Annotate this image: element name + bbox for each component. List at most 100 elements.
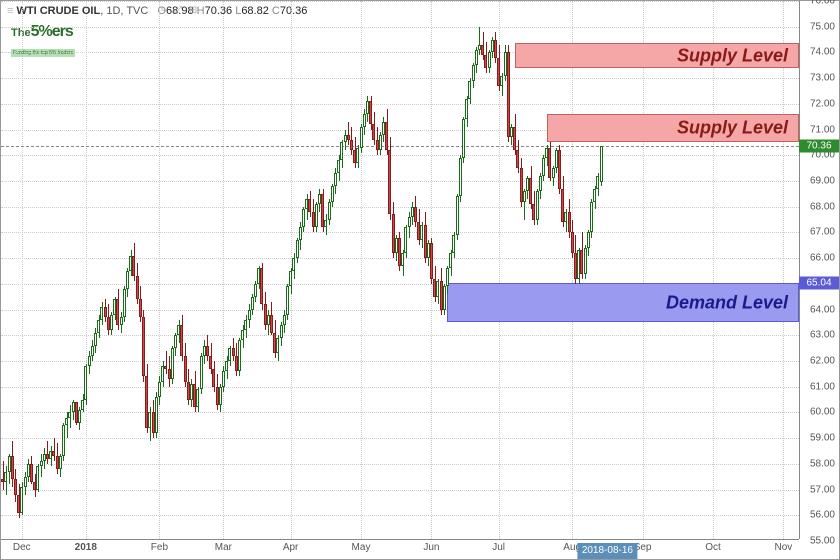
candle-body[interactable] bbox=[302, 209, 305, 227]
candle-body[interactable] bbox=[475, 50, 478, 65]
candle-body[interactable] bbox=[184, 356, 187, 382]
candle-body[interactable] bbox=[136, 276, 139, 299]
candle-body[interactable] bbox=[465, 99, 468, 120]
candle-body[interactable] bbox=[59, 456, 62, 469]
candle-body[interactable] bbox=[296, 240, 299, 258]
candle-body[interactable] bbox=[110, 315, 113, 330]
candle-body[interactable] bbox=[88, 356, 91, 366]
candle-body[interactable] bbox=[232, 348, 235, 356]
candle-body[interactable] bbox=[120, 317, 123, 325]
candle-body[interactable] bbox=[104, 307, 107, 317]
candle-body[interactable] bbox=[209, 356, 212, 369]
x-axis[interactable]: Dec2018FebMarAprMayJunJulAugSepOctNov201… bbox=[1, 539, 799, 559]
candle-body[interactable] bbox=[449, 253, 452, 268]
candle-body[interactable] bbox=[139, 299, 142, 317]
candle-body[interactable] bbox=[91, 346, 94, 356]
candle-body[interactable] bbox=[286, 286, 289, 314]
candle-body[interactable] bbox=[94, 333, 97, 346]
candle-body[interactable] bbox=[584, 248, 587, 274]
candle-body[interactable] bbox=[174, 335, 177, 348]
candle-body[interactable] bbox=[155, 397, 158, 433]
candle-body[interactable] bbox=[62, 425, 65, 456]
candle-body[interactable] bbox=[248, 310, 251, 320]
candle-body[interactable] bbox=[219, 387, 222, 405]
candle-body[interactable] bbox=[171, 348, 174, 379]
candle-body[interactable] bbox=[328, 202, 331, 220]
candle-body[interactable] bbox=[372, 124, 375, 139]
candle-body[interactable] bbox=[500, 76, 503, 86]
candle-body[interactable] bbox=[337, 160, 340, 173]
candle-body[interactable] bbox=[196, 389, 199, 407]
candle-body[interactable] bbox=[254, 284, 257, 297]
candle-body[interactable] bbox=[68, 412, 71, 417]
candle-body[interactable] bbox=[513, 127, 516, 150]
candle-body[interactable] bbox=[126, 271, 129, 289]
candle-body[interactable] bbox=[81, 400, 84, 410]
candle-body[interactable] bbox=[481, 45, 484, 55]
candle-body[interactable] bbox=[30, 464, 33, 482]
candle-body[interactable] bbox=[452, 235, 455, 253]
candle-body[interactable] bbox=[97, 320, 100, 333]
candle-body[interactable] bbox=[225, 361, 228, 371]
candle-body[interactable] bbox=[212, 369, 215, 387]
candle-body[interactable] bbox=[324, 220, 327, 228]
candle-body[interactable] bbox=[206, 346, 209, 356]
candle-body[interactable] bbox=[24, 477, 27, 487]
candle-body[interactable] bbox=[430, 243, 433, 279]
candle-body[interactable] bbox=[123, 289, 126, 317]
price-zone[interactable]: Demand Level bbox=[447, 283, 799, 323]
candle-body[interactable] bbox=[590, 202, 593, 233]
candle-body[interactable] bbox=[593, 189, 596, 202]
candle-body[interactable] bbox=[292, 258, 295, 271]
candle-body[interactable] bbox=[552, 168, 555, 178]
candle-body[interactable] bbox=[334, 173, 337, 186]
candle-body[interactable] bbox=[36, 466, 39, 489]
candle-body[interactable] bbox=[289, 271, 292, 286]
candle-body[interactable] bbox=[244, 320, 247, 330]
candle-body[interactable] bbox=[280, 325, 283, 338]
candle-body[interactable] bbox=[404, 227, 407, 253]
candle-body[interactable] bbox=[132, 256, 135, 277]
candle-body[interactable] bbox=[488, 52, 491, 67]
candle-body[interactable] bbox=[568, 212, 571, 233]
price-zone[interactable]: Supply Level bbox=[515, 43, 799, 67]
candle-body[interactable] bbox=[494, 40, 497, 58]
candle-body[interactable] bbox=[369, 101, 372, 124]
candle-body[interactable] bbox=[331, 186, 334, 201]
candle-body[interactable] bbox=[363, 114, 366, 127]
candle-body[interactable] bbox=[388, 150, 391, 214]
candle-body[interactable] bbox=[180, 325, 183, 356]
candle-body[interactable] bbox=[142, 317, 145, 376]
candle-body[interactable] bbox=[516, 150, 519, 168]
candle-body[interactable] bbox=[587, 232, 590, 247]
candle-body[interactable] bbox=[385, 122, 388, 150]
candle-body[interactable] bbox=[241, 330, 244, 340]
candle-body[interactable] bbox=[11, 456, 14, 479]
candle-body[interactable] bbox=[542, 158, 545, 176]
candle-body[interactable] bbox=[539, 176, 542, 191]
candle-body[interactable] bbox=[472, 65, 475, 80]
candle-body[interactable] bbox=[350, 140, 353, 150]
candle-body[interactable] bbox=[379, 135, 382, 150]
candle-body[interactable] bbox=[78, 410, 81, 423]
candle-body[interactable] bbox=[356, 148, 359, 163]
candle-body[interactable] bbox=[283, 315, 286, 325]
candle-body[interactable] bbox=[401, 253, 404, 266]
y-axis[interactable]: 55.0056.0057.0058.0059.0060.0061.0062.00… bbox=[799, 1, 839, 539]
candle-body[interactable] bbox=[260, 268, 263, 304]
candle-body[interactable] bbox=[276, 338, 279, 353]
candle-body[interactable] bbox=[462, 119, 465, 158]
candle-body[interactable] bbox=[158, 382, 161, 397]
candle-body[interactable] bbox=[443, 286, 446, 309]
candle-body[interactable] bbox=[459, 158, 462, 197]
candle-body[interactable] bbox=[360, 127, 363, 148]
candle-body[interactable] bbox=[308, 199, 311, 212]
candle-body[interactable] bbox=[299, 227, 302, 240]
candle-body[interactable] bbox=[84, 366, 87, 399]
candle-body[interactable] bbox=[270, 315, 273, 333]
candle-body[interactable] bbox=[65, 418, 68, 426]
candle-body[interactable] bbox=[507, 52, 510, 137]
price-zone[interactable]: Supply Level bbox=[547, 114, 799, 142]
candle-body[interactable] bbox=[446, 268, 449, 286]
candle-body[interactable] bbox=[40, 461, 43, 466]
